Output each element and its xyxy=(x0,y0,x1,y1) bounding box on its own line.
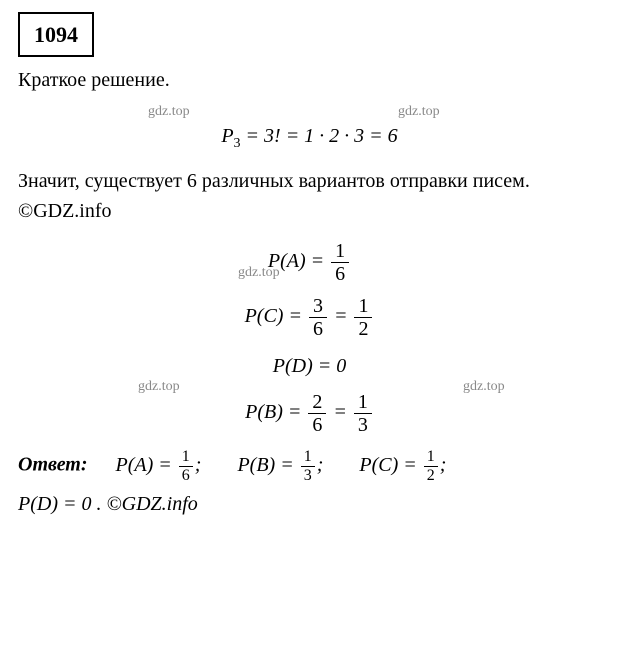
fraction: 2 6 xyxy=(308,391,326,436)
fraction: 1 6 xyxy=(331,240,349,285)
body-paragraph: Значит, существует 6 различных вариантов… xyxy=(18,166,601,226)
numerator: 1 xyxy=(424,448,438,467)
answer-lhs: P(B) = xyxy=(237,454,293,476)
fraction: 1 2 xyxy=(354,295,372,340)
numerator: 1 xyxy=(354,295,372,318)
numerator: 1 xyxy=(354,391,372,414)
answer-item-d: P(D) = 0 . ©GDZ.info xyxy=(18,493,198,515)
formula-pd: P(D) = 0 xyxy=(18,350,601,381)
suffix: ; xyxy=(317,454,324,476)
formula-subscript: 3 xyxy=(234,136,241,151)
answer-item-a: P(A) = 1 6 ; xyxy=(116,454,207,476)
problem-number: 1094 xyxy=(18,12,94,57)
watermark-text: gdz.top xyxy=(463,376,505,397)
denominator: 2 xyxy=(424,467,438,485)
solution-heading: Краткое решение. xyxy=(18,65,601,95)
formula-pa: P(A) = 1 6 gdz.top xyxy=(18,240,601,285)
denominator: 6 xyxy=(331,263,349,285)
fraction: 1 6 xyxy=(179,448,193,484)
formula-rhs: = 3! = 1 · 2 · 3 = 6 xyxy=(246,125,398,147)
answer-row: Ответ: P(A) = 1 6 ; P(B) = 1 3 ; P(C) = … xyxy=(18,448,601,484)
denominator: 2 xyxy=(354,318,372,340)
fraction: 3 6 xyxy=(309,295,327,340)
equals: = xyxy=(334,305,348,327)
formula-label: P(D) = 0 xyxy=(273,351,346,381)
answer-label: Ответ: xyxy=(18,454,88,476)
watermark-text: gdz.top xyxy=(138,376,180,397)
denominator: 6 xyxy=(308,414,326,436)
denominator: 3 xyxy=(301,467,315,485)
watermark-text: gdz.top xyxy=(238,262,280,283)
fraction: 1 3 xyxy=(354,391,372,436)
numerator: 1 xyxy=(331,240,349,263)
numerator: 1 xyxy=(179,448,193,467)
watermark-text: gdz.top xyxy=(148,101,190,122)
formula-label: P(C) = xyxy=(245,305,302,327)
watermark-row-top: gdz.top gdz.top xyxy=(18,101,601,119)
answer-lhs: P(A) = xyxy=(116,454,172,476)
fraction: 1 2 xyxy=(424,448,438,484)
formula-pc: P(C) = 3 6 = 1 2 xyxy=(18,295,601,340)
answer-item-c: P(C) = 1 2 ; xyxy=(359,454,446,476)
watermark-text: gdz.top xyxy=(398,101,440,122)
formula-var: P xyxy=(221,125,233,147)
equals: = xyxy=(333,402,347,424)
answer-item-b: P(B) = 1 3 ; xyxy=(237,454,328,476)
numerator: 1 xyxy=(301,448,315,467)
numerator: 3 xyxy=(309,295,327,318)
formula-pb: P(B) = 2 6 = 1 3 xyxy=(18,391,601,436)
formula-permutation: P3 = 3! = 1 · 2 · 3 = 6 xyxy=(18,121,601,154)
answer-final-line: P(D) = 0 . ©GDZ.info xyxy=(18,489,601,519)
denominator: 6 xyxy=(179,467,193,485)
denominator: 3 xyxy=(354,414,372,436)
answer-lhs: P(C) = xyxy=(359,454,416,476)
suffix: ; xyxy=(195,454,202,476)
formula-label: P(B) = xyxy=(245,402,301,424)
fraction: 1 3 xyxy=(301,448,315,484)
numerator: 2 xyxy=(308,391,326,414)
suffix: ; xyxy=(440,454,447,476)
denominator: 6 xyxy=(309,318,327,340)
